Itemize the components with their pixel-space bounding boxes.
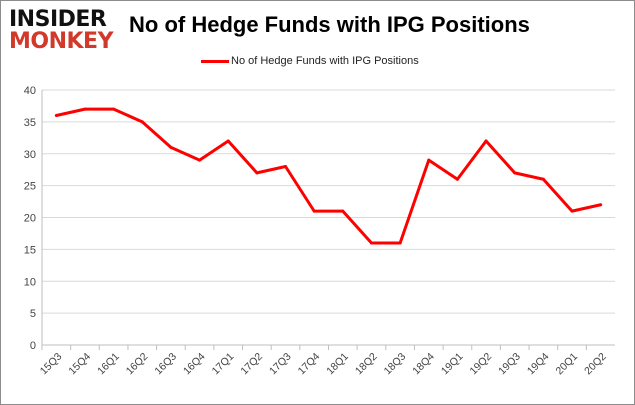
x-tick-label: 18Q3 bbox=[382, 351, 409, 378]
y-tick-label: 5 bbox=[30, 308, 36, 320]
x-tick-label: 19Q3 bbox=[496, 351, 523, 378]
legend: No of Hedge Funds with IPG Positions bbox=[201, 55, 419, 67]
data-point bbox=[112, 107, 116, 111]
x-tick-label: 16Q3 bbox=[152, 351, 179, 378]
series-line bbox=[55, 107, 602, 245]
data-point bbox=[570, 209, 574, 213]
y-tick-label: 40 bbox=[24, 85, 36, 97]
y-tick-label: 25 bbox=[24, 181, 36, 193]
x-tick-label: 20Q2 bbox=[582, 351, 609, 378]
x-tick-label: 15Q3 bbox=[38, 351, 65, 378]
legend-label: No of Hedge Funds with IPG Positions bbox=[231, 55, 419, 67]
x-tick-label: 20Q1 bbox=[553, 351, 580, 378]
x-tick-label: 19Q2 bbox=[468, 351, 495, 378]
data-point bbox=[484, 139, 488, 143]
x-tick-label: 17Q2 bbox=[238, 351, 265, 378]
data-point bbox=[341, 209, 345, 213]
data-point bbox=[427, 158, 431, 162]
x-tick-label: 16Q1 bbox=[95, 351, 122, 378]
data-point bbox=[513, 171, 517, 175]
data-point bbox=[312, 209, 316, 213]
x-tick-label: 16Q2 bbox=[124, 351, 151, 378]
x-tick-label: 18Q2 bbox=[353, 351, 380, 378]
logo-line1: INSIDER bbox=[9, 7, 107, 32]
data-point bbox=[226, 139, 230, 143]
x-tick-label: 17Q1 bbox=[210, 351, 237, 378]
data-point bbox=[83, 107, 87, 111]
data-point bbox=[140, 120, 144, 124]
x-tick-label: 19Q1 bbox=[439, 351, 466, 378]
x-tick-label: 18Q1 bbox=[324, 351, 351, 378]
x-tick-label: 17Q3 bbox=[267, 351, 294, 378]
y-tick-label: 20 bbox=[24, 213, 36, 225]
logo-line2: MONKEY bbox=[9, 29, 114, 54]
data-point bbox=[369, 241, 373, 245]
x-tick-label: 15Q4 bbox=[66, 351, 93, 378]
y-tick-label: 30 bbox=[24, 149, 36, 161]
x-tick-label: 18Q4 bbox=[410, 351, 437, 378]
data-point bbox=[198, 158, 202, 162]
data-point bbox=[284, 165, 288, 168]
data-point bbox=[398, 241, 402, 245]
y-tick-label: 0 bbox=[30, 340, 36, 352]
data-point bbox=[255, 171, 259, 175]
data-point bbox=[541, 177, 545, 181]
data-point bbox=[599, 203, 603, 207]
y-tick-label: 35 bbox=[24, 117, 36, 129]
y-tick-label: 10 bbox=[24, 276, 36, 288]
x-tick-label: 16Q4 bbox=[181, 351, 208, 378]
data-point bbox=[455, 177, 459, 181]
data-point bbox=[169, 145, 173, 149]
chart-title: No of Hedge Funds with IPG Positions bbox=[129, 12, 530, 37]
data-point bbox=[54, 114, 58, 117]
legend-swatch bbox=[201, 59, 229, 63]
x-tick-label: 17Q4 bbox=[296, 351, 323, 378]
insider-monkey-logo: INSIDER MONKEY bbox=[9, 7, 119, 54]
y-tick-label: 15 bbox=[24, 244, 36, 256]
x-tick-label: 19Q4 bbox=[525, 351, 552, 378]
